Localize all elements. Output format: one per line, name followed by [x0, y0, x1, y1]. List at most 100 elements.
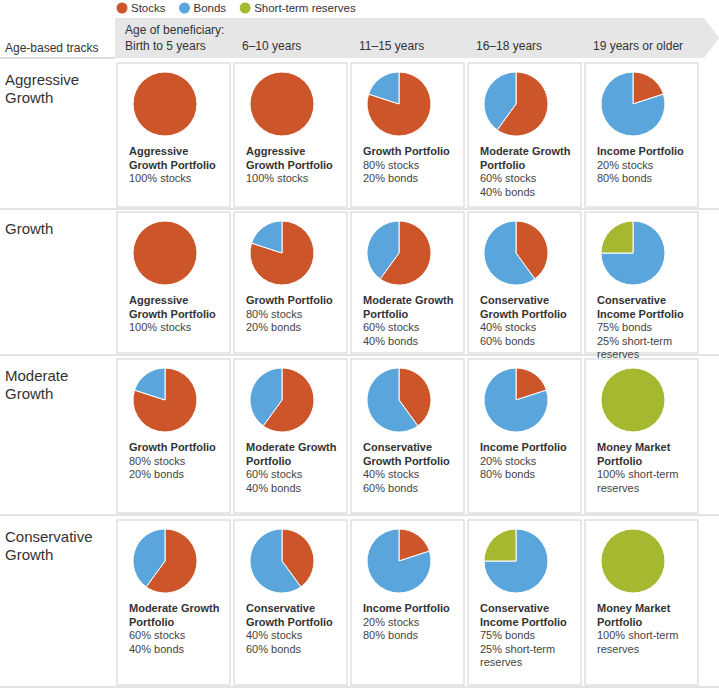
cell: Growth Portfolio 80% stocks20% bonds	[234, 212, 347, 353]
data-label: 100% short-termreserves	[597, 629, 678, 655]
cell: AggressiveGrowth Portfolio100% stocks	[234, 63, 347, 207]
cell: Growth Portfolio80% stocks20% bonds	[351, 63, 464, 207]
text-line: 20% stocks	[480, 455, 537, 467]
column-label: Birth to 5 years	[125, 39, 206, 53]
text-line: Growth Portfolio	[129, 441, 216, 453]
column-label: 19 years or older	[593, 39, 683, 53]
text-line: Conservative	[480, 294, 549, 306]
text-line: 100% stocks	[246, 172, 309, 184]
data-label: 40% stocks	[363, 468, 420, 480]
track-label: AggressiveGrowth	[5, 71, 79, 106]
data-label: 20% stocks	[363, 616, 420, 628]
pie-slice	[601, 368, 665, 432]
text-line: 80% bonds	[480, 468, 536, 480]
text-line: Growth Portfolio	[363, 145, 450, 157]
text-line: Growth	[5, 546, 53, 563]
text-line: 60% stocks	[363, 321, 420, 333]
text-line: Income Portfolio	[480, 616, 567, 628]
pie-slice	[369, 72, 399, 104]
text-line: Money Market	[597, 441, 671, 453]
text-line: Growth	[5, 385, 53, 402]
data-label: 60% bonds	[246, 643, 302, 655]
text-line: Portfolio	[129, 616, 174, 628]
pie-slice	[250, 368, 282, 426]
pie	[133, 529, 197, 593]
text-line: 100% stocks	[129, 321, 192, 333]
cell-box	[117, 520, 230, 685]
column-header: Age of beneficiary:	[125, 23, 224, 37]
data-label: 20% bonds	[246, 321, 302, 333]
text-line: Growth Portfolio	[129, 159, 216, 171]
pie-title: ConservativeGrowth Portfolio	[246, 602, 333, 628]
cell-box	[117, 63, 230, 207]
cell-box	[351, 212, 464, 353]
data-label: 40% stocks	[480, 321, 537, 333]
pie-slice	[133, 221, 197, 285]
data-label: 80% bonds	[597, 172, 653, 184]
header-rule	[0, 58, 115, 59]
data-label: 20% bonds	[129, 468, 185, 480]
text-line: 20% bonds	[129, 468, 185, 480]
pie-slice	[367, 221, 399, 279]
row-rule	[0, 515, 719, 516]
pie-title: Growth Portfolio	[129, 441, 216, 453]
text-line: Aggressive	[5, 71, 79, 88]
column-label: 16–18 years	[476, 39, 542, 53]
text-line: Growth Portfolio	[246, 294, 333, 306]
text-line: reserves	[480, 656, 523, 668]
data-label: 25% short-termreserves	[597, 335, 672, 361]
header-band	[115, 18, 719, 58]
text-line: Portfolio	[363, 308, 408, 320]
data-label: 20% stocks	[480, 455, 537, 467]
text-line: 60% bonds	[363, 482, 419, 494]
data-label: 100% stocks	[129, 172, 192, 184]
data-label: 20% stocks	[597, 159, 654, 171]
legend-label: Stocks	[131, 2, 166, 14]
text-line: 20% bonds	[246, 321, 302, 333]
text-line: reserves	[597, 643, 640, 655]
pie	[367, 72, 431, 136]
data-label: 80% stocks	[246, 308, 303, 320]
pie-title: AggressiveGrowth Portfolio	[246, 145, 333, 171]
pie-title: Income Portfolio	[597, 145, 684, 157]
pie	[133, 368, 197, 432]
data-label: 60% stocks	[246, 468, 303, 480]
cell: ConservativeGrowth Portfolio40% stocks60…	[351, 359, 464, 513]
pie	[367, 368, 431, 432]
cell-box	[351, 359, 464, 513]
data-label: 60% bonds	[480, 335, 536, 347]
text-line: 60% stocks	[246, 468, 303, 480]
pie	[601, 72, 665, 136]
text-line: Aggressive	[129, 145, 188, 157]
cell-box	[585, 212, 698, 353]
pie-title: ConservativeIncome Portfolio	[597, 294, 684, 320]
data-label: 25% short-termreserves	[480, 643, 555, 669]
text-line: Growth	[5, 89, 53, 106]
pie-slice	[367, 72, 431, 136]
pie-slice	[133, 529, 165, 587]
pie	[601, 368, 665, 432]
pie-slice	[484, 529, 548, 593]
cell: AggressiveGrowth Portfolio100% stocks	[117, 212, 230, 353]
text-line: 60% stocks	[480, 172, 537, 184]
pie	[601, 529, 665, 593]
text-line: 60% bonds	[480, 335, 536, 347]
cell: Growth Portfolio80% stocks20% bonds	[117, 359, 230, 513]
pie-slice	[484, 368, 548, 432]
text-line: 40% bonds	[480, 186, 536, 198]
data-label: 60% bonds	[363, 482, 419, 494]
text-line: Conservative	[246, 602, 315, 614]
pie-title: ConservativeIncome Portfolio	[480, 602, 567, 628]
track-label: ModerateGrowth	[5, 367, 68, 402]
pie-slice	[252, 221, 282, 253]
pie-title: Income Portfolio	[363, 602, 450, 614]
text-line: Portfolio	[597, 616, 642, 628]
data-label: 60% stocks	[363, 321, 420, 333]
data-label: 40% bonds	[363, 335, 419, 347]
text-line: 60% bonds	[246, 643, 302, 655]
text-line: Money Market	[597, 602, 671, 614]
text-line: 100% stocks	[129, 172, 192, 184]
pie-slice	[484, 72, 516, 130]
data-label: 100% stocks	[129, 321, 192, 333]
pie	[250, 368, 314, 432]
